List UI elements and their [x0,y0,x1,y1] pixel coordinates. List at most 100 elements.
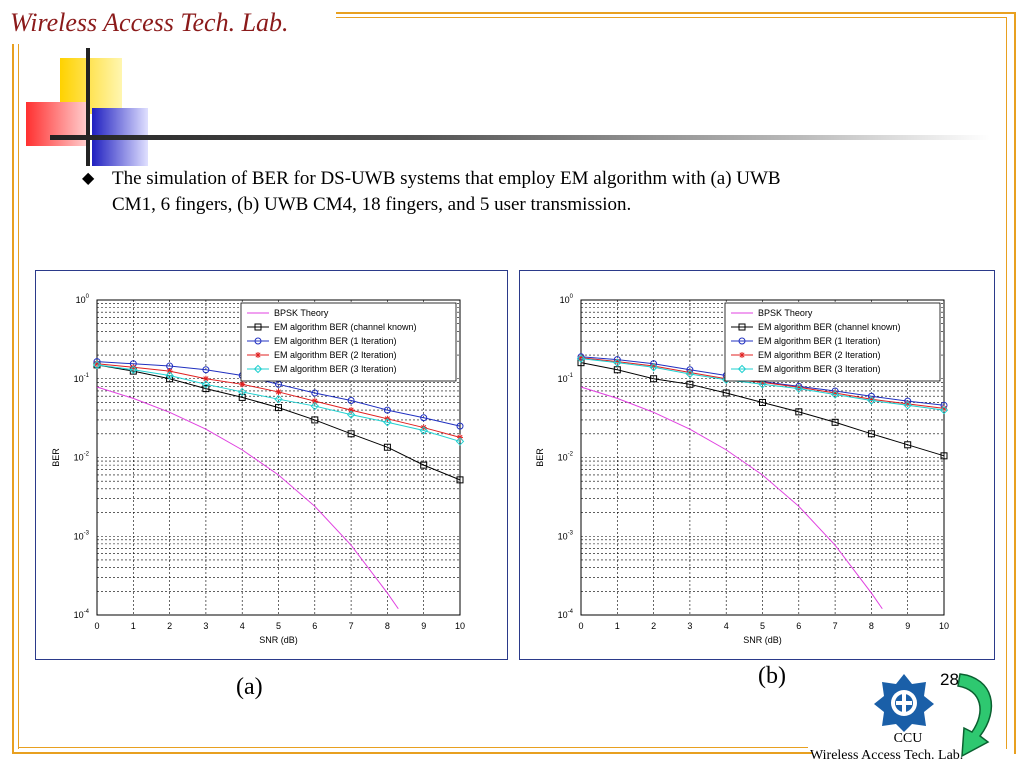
ccu-emblem-icon [874,674,934,732]
marker-star [578,354,584,361]
legend-label: EM algorithm BER (2 Iteration) [758,350,881,360]
marker-diamond [201,380,211,389]
series-line [580,358,945,411]
chart-panel-a: 0 1 2 3 4 5 6 7 8 9 10 10-4 10-3 10-2 10-1 100 SNR (dB) B… [35,270,508,660]
x-tick-label: 4 [724,621,729,631]
diamond-bullet-icon: ◆ [82,170,95,187]
x-tick-label: 2 [167,621,172,631]
marker-diamond [253,364,263,374]
caption-b: (b) [758,663,786,689]
next-slide-arrow-icon[interactable] [954,670,1000,762]
series-3 [578,354,947,412]
x-tick-label: 1 [131,621,136,631]
y-tick-label: 10-1 [558,373,574,384]
legend-box [240,302,457,382]
bullet-point: ◆ The simulation of BER for DS-UWB syste… [82,166,942,218]
marker-diamond [758,380,767,389]
horizontal-bar-decoration [50,135,990,140]
marker-diamond [903,401,912,410]
x-tick-label: 2 [651,621,656,631]
series-line [96,386,399,610]
frame-top-line [336,12,1016,14]
x-tick-label: 5 [276,621,281,631]
marker-square [831,418,839,426]
series-0 [580,386,883,610]
marker-circle [456,422,464,430]
marker-square [738,323,746,331]
marker-star [311,398,318,405]
legend-label: EM algorithm BER (1 Iteration) [274,336,397,346]
frame-left-line [12,44,14,754]
x-tick-label: 6 [312,621,317,631]
x-tick-label: 8 [869,621,874,631]
marker-diamond [346,410,356,419]
marker-diamond [830,390,840,399]
y-tick-label: 10-1 [74,373,90,384]
marker-diamond [649,363,658,372]
legend: BPSK Theory EM algorithm BER (channel kno… [724,302,941,382]
page-number: 28 [940,670,959,689]
x-tick-label: 1 [615,621,620,631]
marker-diamond [576,354,586,363]
marker-square [456,476,464,484]
series-line [580,386,883,610]
marker-square [759,398,766,406]
marker-star [759,379,766,386]
marker-square [311,416,319,424]
frame-right-line [1014,12,1016,754]
y-axis-label: BER [51,448,61,467]
marker-diamond [129,365,138,374]
marker-square [867,430,875,438]
ccu-label: CCU [893,731,923,746]
x-tick-label: 10 [939,621,949,631]
legend-label: EM algorithm BER (1 Iteration) [758,336,881,346]
x-tick-label: 0 [578,621,583,631]
legend-label: EM algorithm BER (channel known) [274,322,417,332]
marker-diamond [237,387,247,397]
plot-area: 0 1 2 3 4 5 6 7 8 9 10 10-4 10-3 10-2 10-1 100 SNR (dB) B… [51,294,465,645]
marker-diamond [419,426,428,435]
x-tick-label: 9 [421,621,426,631]
marker-diamond [274,394,283,404]
ber-chart-a: 0 1 2 3 4 5 6 7 8 9 10 10-4 10-3 10-2 10-1 100 SNR (dB) B… [51,294,465,645]
marker-star [832,389,839,396]
frame-bottom-line-inner [18,747,808,748]
ber-chart-b: 0 1 2 3 4 5 6 7 8 9 10 10-4 10-3 10-2 10-1 100 SNR (dB) B… [535,294,949,645]
marker-diamond [737,364,747,374]
x-tick-label: 0 [94,621,99,631]
legend-label: EM algorithm BER (3 Iteration) [758,364,881,374]
y-axis-label: BER [535,448,545,467]
x-tick-label: 10 [455,621,465,631]
marker-circle [738,337,746,345]
marker-diamond [455,437,465,446]
marker-square [940,452,948,460]
x-tick-label: 7 [349,621,354,631]
frame-right-line-inner [1006,17,1007,749]
y-tick-label: 10-2 [558,452,574,463]
marker-circle [347,396,355,404]
x-axis-label: SNR (dB) [743,635,782,645]
footer-lab-name: Wireless Access Tech. Lab. [810,748,964,763]
bullet-text: The simulation of BER for DS-UWB systems… [112,166,942,218]
marker-square [347,430,355,438]
marker-star [94,360,100,367]
legend-box [724,302,941,382]
marker-square [722,389,730,397]
marker-diamond [165,371,174,380]
frame-bottom-line [12,752,812,754]
marker-square [904,441,912,449]
bullet-text-line-1: The simulation of BER for DS-UWB systems… [112,168,781,189]
legend: BPSK Theory EM algorithm BER (channel kno… [240,302,457,382]
plot-area: 0 1 2 3 4 5 6 7 8 9 10 10-4 10-3 10-2 10-1 100 SNR (dB) B… [535,294,949,645]
marker-diamond [685,369,695,379]
marker-star [904,400,911,407]
marker-star [255,352,261,358]
marker-square [420,461,428,469]
marker-star [275,388,282,395]
chart-panel-b: 0 1 2 3 4 5 6 7 8 9 10 10-4 10-3 10-2 10-1 100 SNR (dB) B… [519,270,995,660]
marker-square [202,385,210,393]
marker-square [238,393,246,401]
frame-top-line-inner [336,17,1006,18]
marker-star [739,352,745,358]
vertical-bar-decoration [86,48,90,166]
